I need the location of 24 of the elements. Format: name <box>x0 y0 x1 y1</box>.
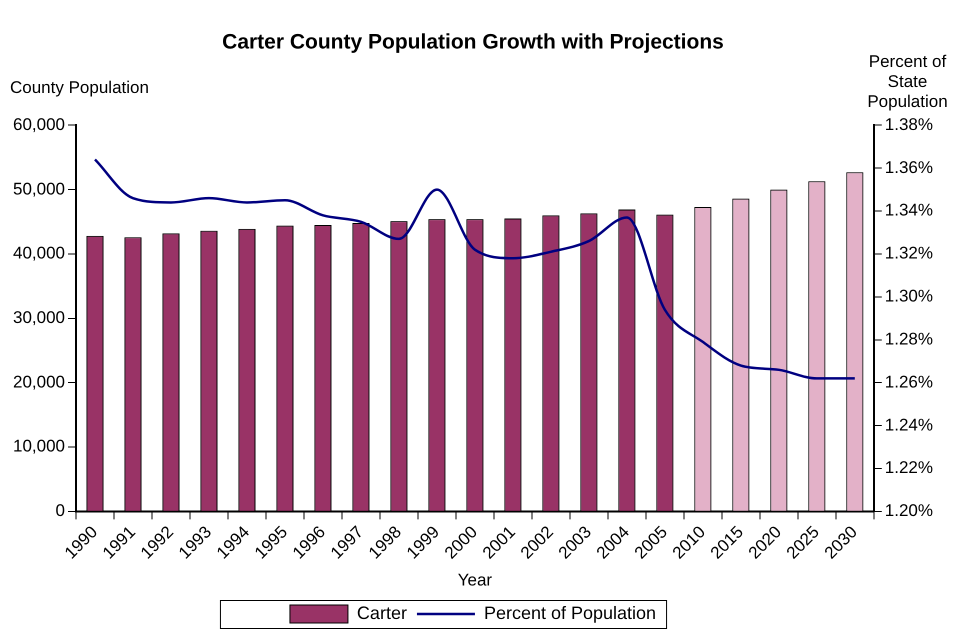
y2-tick-label: 1.34% <box>884 200 933 220</box>
y2-axis-title: Percent of State Population <box>866 52 949 112</box>
chart-title: Carter County Population Growth with Projections <box>222 30 724 54</box>
y2-tick-label: 1.22% <box>884 458 933 478</box>
y2-tick-label: 1.26% <box>884 372 933 392</box>
y-tick-label: 10,000 <box>12 436 65 456</box>
y-tick-label: 20,000 <box>12 372 65 392</box>
y2-tick-label: 1.36% <box>884 158 933 177</box>
y2-tick-label: 1.38% <box>884 114 933 134</box>
legend-label: Carter <box>356 602 407 623</box>
x-axis-title: Year <box>458 570 492 590</box>
y-tick-label: 30,000 <box>12 308 65 328</box>
y-tick-label: 60,000 <box>12 114 65 134</box>
y2-tick-label: 1.24% <box>884 415 933 434</box>
legend-label: Percent of Population <box>484 602 656 623</box>
y-tick-label: 0 <box>56 501 65 520</box>
y2-tick-label: 1.32% <box>884 244 933 263</box>
y2-tick-label: 1.20% <box>884 501 933 520</box>
line-series <box>94 158 856 380</box>
y2-tick-label: 1.30% <box>884 286 933 306</box>
y-tick-label: 40,000 <box>12 244 65 263</box>
y-tick-label: 50,000 <box>12 179 65 198</box>
y-axis-title: County Population <box>10 78 149 98</box>
y2-tick-label: 1.28% <box>884 329 933 348</box>
